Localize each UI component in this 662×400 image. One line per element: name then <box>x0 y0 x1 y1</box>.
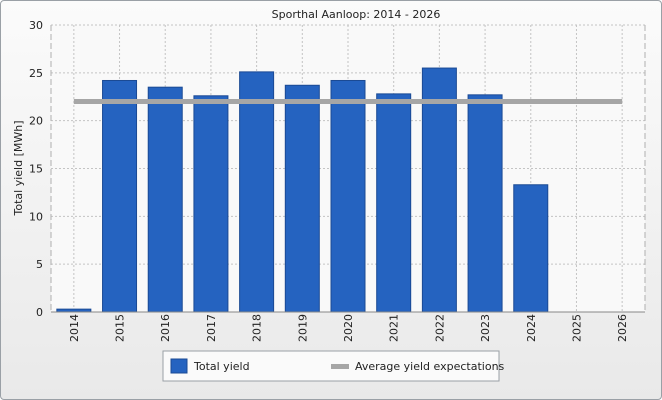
x-tick-label: 2021 <box>388 314 401 342</box>
bar-2023 <box>467 94 503 313</box>
legend-label-total-yield: Total yield <box>193 360 250 373</box>
x-tick-label: 2026 <box>616 314 629 342</box>
legend-label-average: Average yield expectations <box>355 360 505 373</box>
y-axis-label: Total yield [MWh] <box>12 121 25 217</box>
bar-2018 <box>239 71 275 313</box>
legend-swatch-total-yield <box>170 358 188 374</box>
bar-2019 <box>284 84 320 313</box>
y-tick-label: 0 <box>36 306 43 319</box>
y-tick-label: 5 <box>36 258 43 271</box>
legend-swatch-average <box>331 364 349 369</box>
bar-2015 <box>102 79 138 313</box>
x-tick-label: 2017 <box>205 314 218 342</box>
x-tick-label: 2018 <box>251 314 264 342</box>
legend: Total yield Average yield expectations <box>162 350 505 382</box>
x-tick-label: 2023 <box>479 314 492 342</box>
y-tick-label: 25 <box>29 67 43 80</box>
bar-2022 <box>421 67 457 313</box>
bar-2016 <box>147 86 183 313</box>
y-tick-label: 10 <box>29 210 43 223</box>
x-tick-label: 2022 <box>433 314 446 342</box>
x-tick-label: 2020 <box>342 314 355 342</box>
y-tick-label: 20 <box>29 115 43 128</box>
x-tick-label: 2024 <box>525 314 538 342</box>
y-tick-label: 15 <box>29 163 43 176</box>
bar-2017 <box>193 95 229 313</box>
y-tick-label: 30 <box>29 19 43 32</box>
x-tick-label: 2015 <box>114 314 127 342</box>
x-tick-label: 2025 <box>570 314 583 342</box>
x-tick-label: 2019 <box>296 314 309 342</box>
bar-2021 <box>376 93 412 313</box>
bar-2024 <box>513 184 549 313</box>
x-tick-label: 2014 <box>68 314 81 342</box>
x-tick-label: 2016 <box>159 314 172 342</box>
chart-title: Sporthal Aanloop: 2014 - 2026 <box>272 8 441 21</box>
bar-2020 <box>330 79 366 313</box>
